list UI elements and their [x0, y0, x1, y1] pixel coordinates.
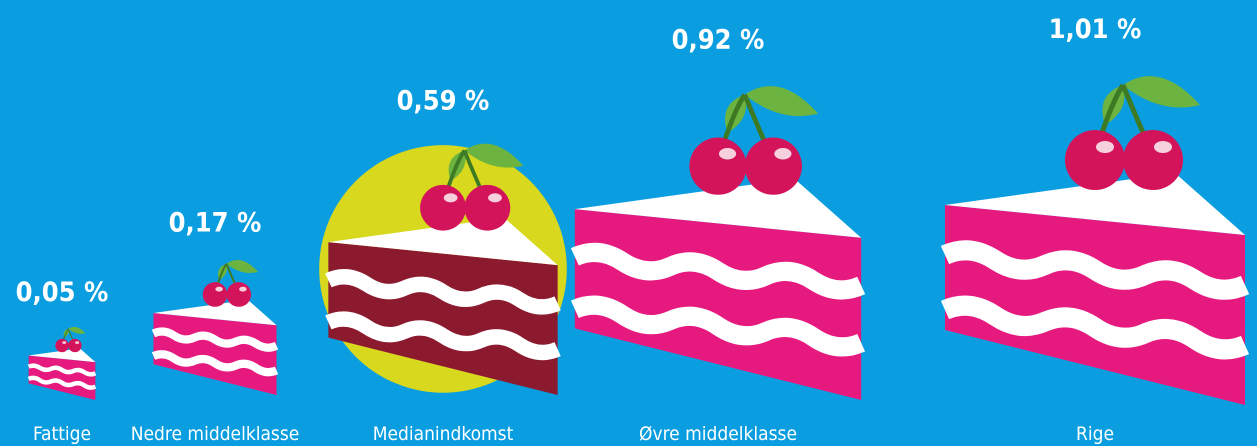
cherry	[226, 282, 252, 307]
cake-top	[574, 178, 862, 238]
cake-face	[28, 355, 96, 400]
leaf	[1123, 76, 1200, 108]
cake-layer	[325, 311, 561, 361]
cherry-shine	[718, 148, 737, 160]
cake	[325, 143, 561, 395]
cherry	[68, 338, 82, 353]
cake	[27, 326, 97, 400]
cherry-shine	[488, 193, 502, 203]
cherry	[1065, 130, 1125, 190]
cherry-shine	[774, 148, 792, 160]
cherry	[55, 338, 69, 353]
cherry-shine	[62, 341, 67, 344]
cherry	[1123, 130, 1183, 190]
cherry	[202, 282, 228, 307]
cherry	[420, 184, 466, 231]
cake-top	[328, 217, 558, 266]
cherry-shine	[239, 286, 247, 292]
cake-layer	[940, 295, 1250, 360]
cake-layer	[570, 295, 866, 357]
cherry-shine	[1096, 141, 1114, 153]
cake-layer	[570, 242, 866, 300]
cake	[151, 260, 279, 395]
category-label: Fattige	[33, 423, 91, 445]
cherry	[689, 137, 747, 195]
cake-layer	[151, 350, 279, 377]
value-label: 0,59 %	[397, 85, 490, 116]
cake-layer	[151, 327, 279, 352]
category-label: Medianindkomst	[373, 423, 514, 445]
value-label: 0,05 %	[16, 277, 109, 308]
cherry-shine	[215, 286, 223, 292]
cake-face	[574, 209, 862, 400]
cake	[940, 76, 1250, 405]
cherry-shine	[443, 193, 458, 203]
leaf	[464, 143, 524, 168]
category-label: Nedre middelklasse	[131, 423, 300, 445]
cherry	[744, 137, 802, 195]
cake-face	[328, 242, 558, 395]
leaf	[744, 86, 819, 117]
cake-layer	[27, 363, 97, 377]
cherry-shine	[1154, 141, 1172, 153]
cake-top	[153, 299, 277, 326]
category-label: Rige	[1076, 423, 1114, 445]
category-label: Øvre middelklasse	[639, 423, 797, 445]
cake-face	[945, 205, 1245, 405]
cake-top	[28, 348, 96, 363]
cake-layer	[325, 269, 561, 315]
cherry-shine	[75, 341, 80, 344]
cake-face	[153, 312, 277, 395]
cake-layer	[940, 240, 1250, 300]
value-label: 0,92 %	[672, 25, 765, 56]
cherry	[464, 184, 511, 231]
leaf	[68, 326, 86, 334]
cake-top	[945, 173, 1245, 235]
cake	[570, 86, 866, 400]
leaf	[226, 260, 259, 273]
value-label: 1,01 %	[1049, 14, 1142, 45]
cake-layer	[27, 375, 97, 390]
value-label: 0,17 %	[169, 207, 262, 238]
